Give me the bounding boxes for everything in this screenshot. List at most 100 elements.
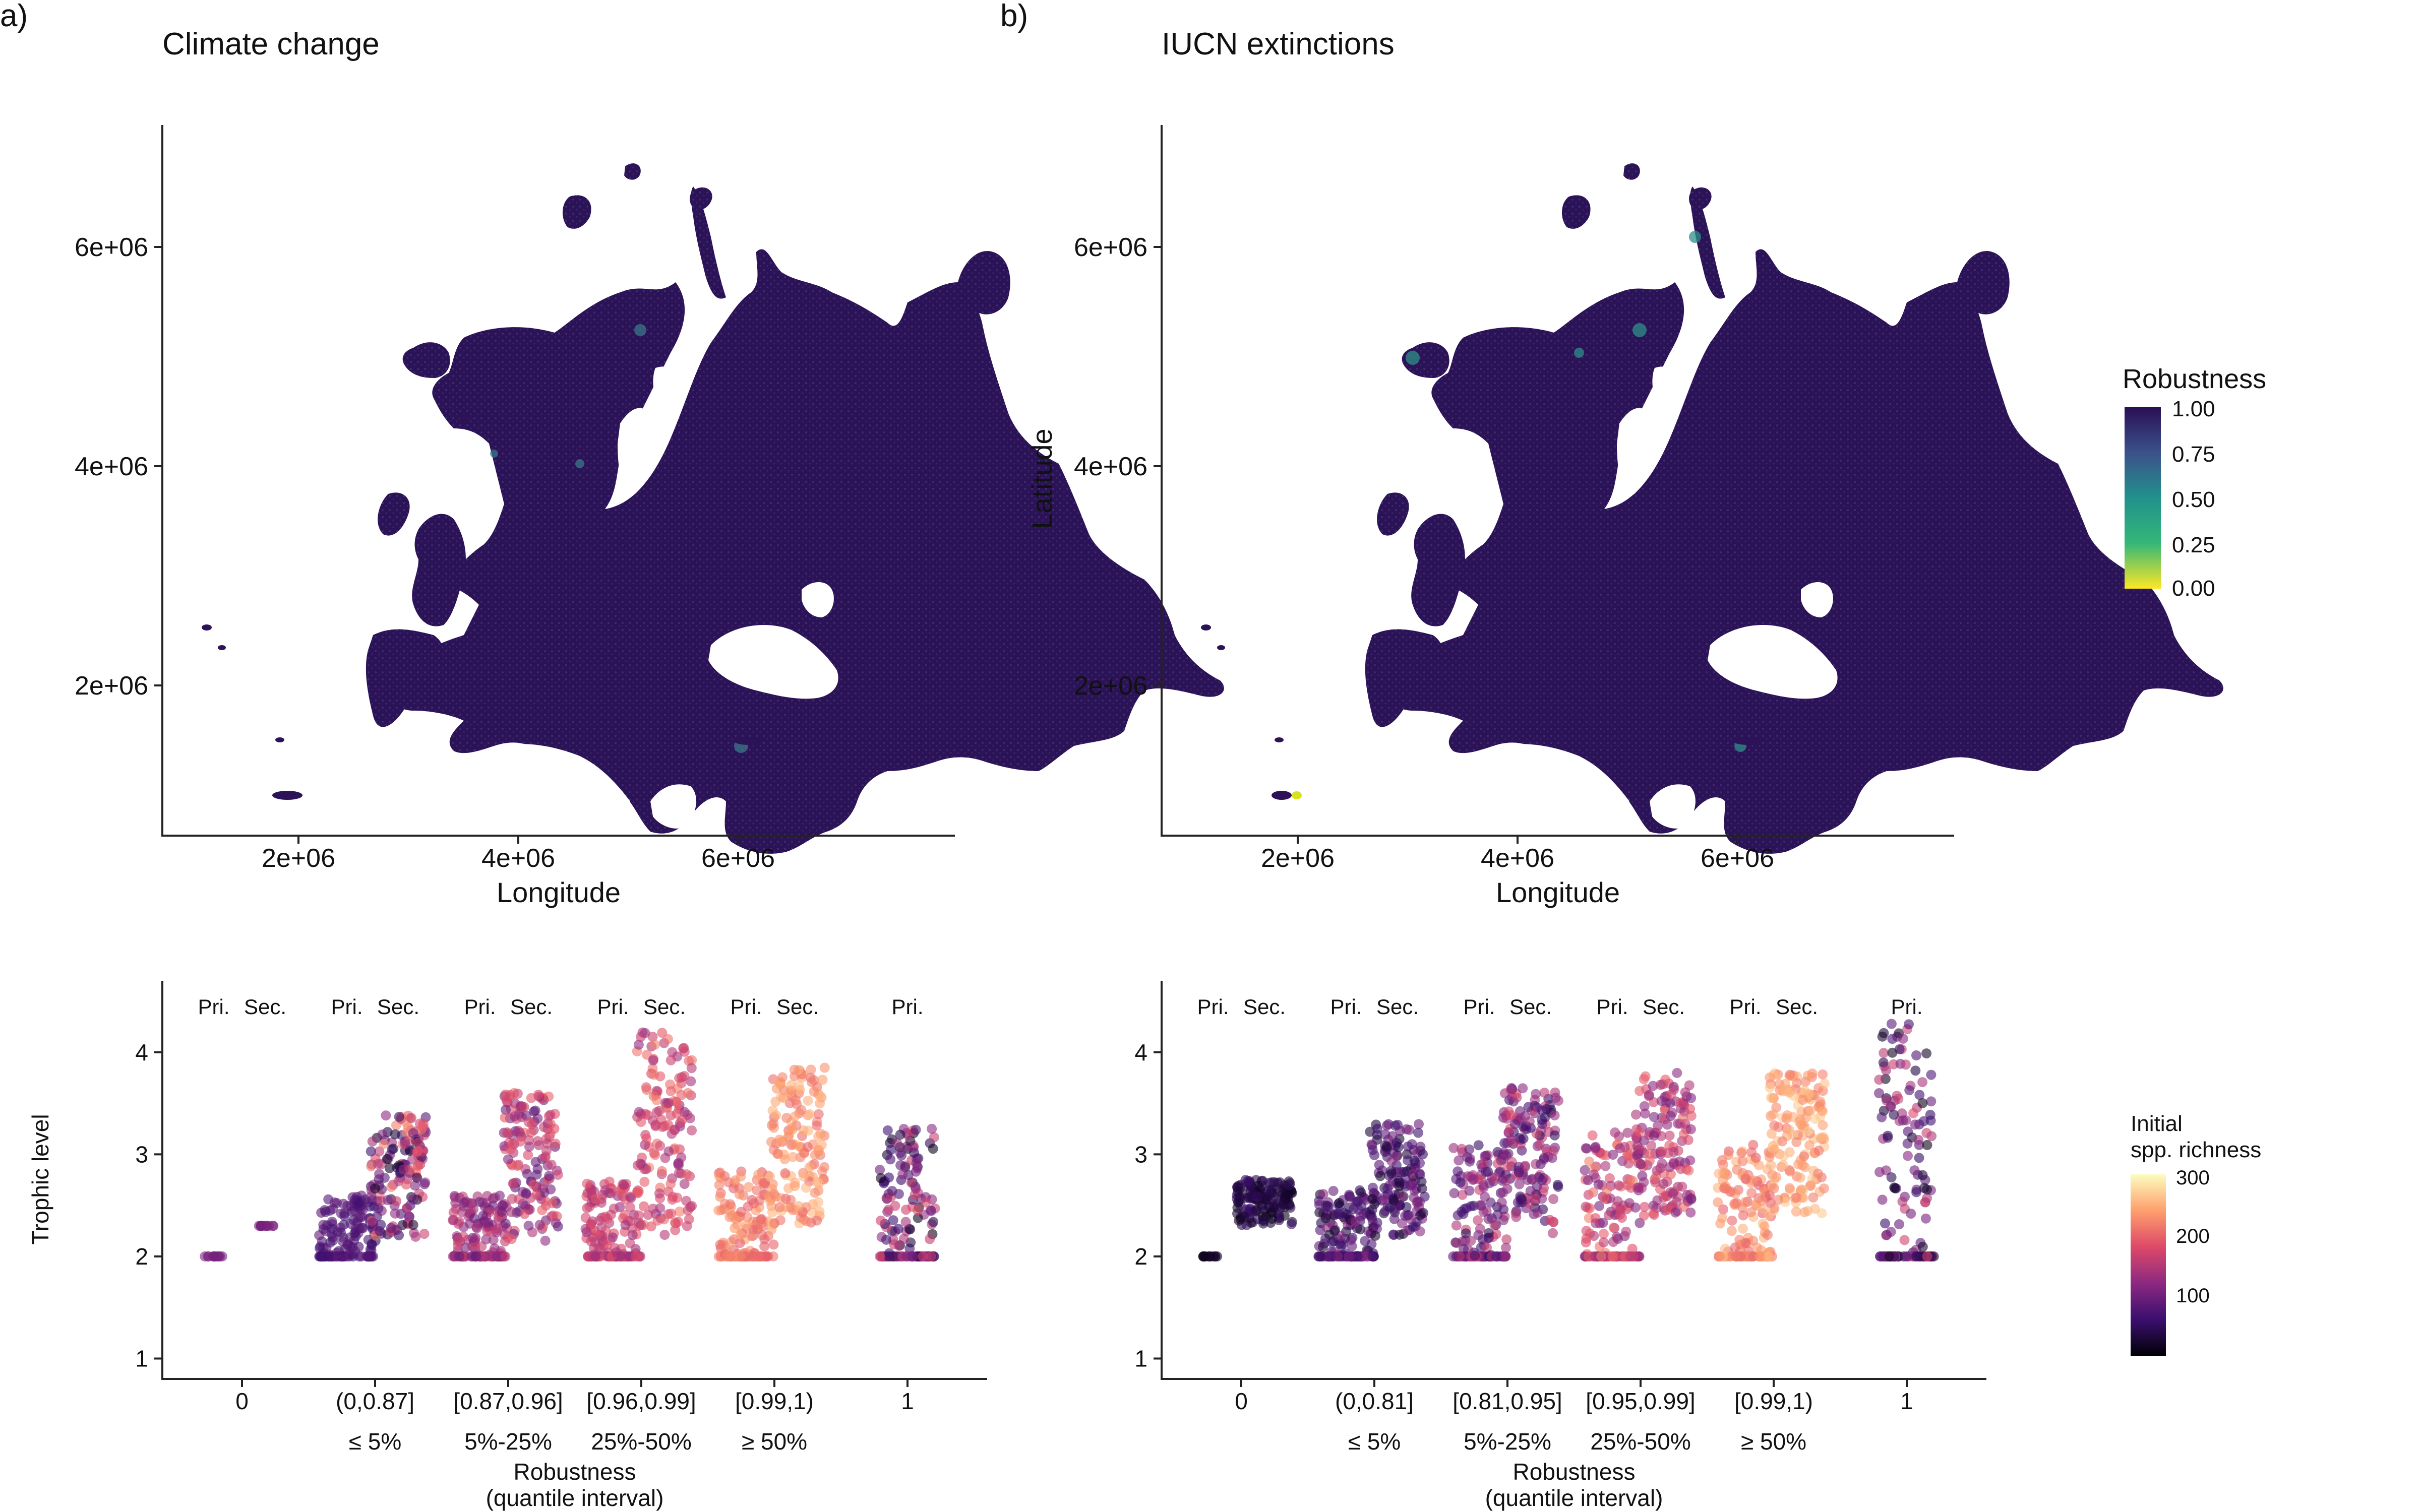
data-point [1797, 1095, 1808, 1105]
data-point [1900, 1059, 1911, 1070]
panel-b-map-y-tick-labels: 6e+06 4e+06 2e+06 [1074, 233, 1147, 701]
data-point [810, 1187, 820, 1198]
data-point [926, 1251, 936, 1262]
data-point [364, 1251, 375, 1262]
data-point [408, 1228, 419, 1238]
data-point [1386, 1166, 1397, 1176]
data-point [678, 1043, 689, 1054]
data-point [752, 1216, 762, 1227]
data-point [1922, 1140, 1932, 1150]
data-point [883, 1205, 894, 1215]
data-point [1509, 1119, 1520, 1129]
data-point [1284, 1180, 1295, 1190]
data-point [780, 1193, 791, 1204]
data-point [925, 1205, 936, 1216]
data-point [1537, 1175, 1547, 1185]
data-point [1881, 1065, 1892, 1076]
data-point [892, 1138, 902, 1149]
y-tick-label: 4 [135, 1039, 148, 1065]
panel-a-strip-x-label-line2: (quantile interval) [486, 1485, 664, 1511]
data-point [641, 1133, 652, 1144]
data-point [815, 1098, 825, 1109]
panel-b-strip-y-ticks: 1 2 3 4 [1134, 1039, 1162, 1371]
data-point [730, 1223, 740, 1233]
group-label-primary: Pri. [1597, 995, 1628, 1019]
data-point [1338, 1239, 1348, 1249]
data-point [1397, 1192, 1407, 1203]
panel-a-map-x-tick-labels: 2e+06 4e+06 6e+06 [262, 844, 775, 873]
data-point [884, 1248, 894, 1258]
data-point [1501, 1242, 1511, 1253]
data-point [786, 1080, 797, 1090]
data-point [1665, 1098, 1675, 1108]
data-point [1773, 1194, 1784, 1205]
data-point [1887, 1047, 1898, 1058]
data-point [1475, 1224, 1485, 1234]
data-point [715, 1239, 725, 1250]
data-point [752, 1185, 762, 1195]
data-point [666, 1179, 676, 1189]
data-point [666, 1086, 676, 1096]
data-point [1537, 1105, 1548, 1116]
robustness-legend-title: Robustness [2123, 364, 2266, 394]
data-point [1914, 1090, 1925, 1100]
data-point [1522, 1175, 1533, 1185]
data-point [1769, 1183, 1779, 1193]
data-point [1778, 1151, 1789, 1161]
data-point [1639, 1210, 1649, 1221]
data-point [1889, 1182, 1900, 1193]
data-point [1799, 1151, 1809, 1162]
data-point [669, 1124, 680, 1135]
data-point [657, 1166, 667, 1176]
data-point [534, 1220, 545, 1230]
data-point [1662, 1119, 1673, 1130]
data-point [336, 1208, 346, 1219]
data-point [624, 1251, 634, 1262]
data-point [1328, 1186, 1339, 1196]
data-point [659, 1230, 670, 1240]
data-point [766, 1120, 777, 1130]
data-point [1759, 1221, 1770, 1232]
data-point [1686, 1193, 1697, 1204]
data-point [1257, 1180, 1267, 1191]
robustness-legend-tick: 0.50 [2172, 487, 2215, 512]
data-point [1630, 1202, 1641, 1213]
data-point [633, 1039, 644, 1050]
data-point [1656, 1131, 1667, 1141]
data-point [1461, 1203, 1472, 1214]
data-point [1678, 1202, 1689, 1212]
data-point [1248, 1188, 1259, 1199]
data-point [1607, 1251, 1618, 1262]
panel-a-map: a) Climate change [0, 0, 1224, 908]
data-point [734, 1189, 745, 1200]
data-point [491, 1225, 502, 1235]
data-point [1757, 1195, 1767, 1206]
x-tick-label: [0.95,0.99] [1586, 1388, 1695, 1414]
data-point [687, 1125, 697, 1136]
data-point [1911, 1050, 1921, 1060]
data-point [1320, 1213, 1331, 1223]
data-point [453, 1240, 463, 1251]
data-point [1765, 1083, 1775, 1093]
data-point [419, 1179, 430, 1189]
data-point [1730, 1200, 1740, 1210]
data-point [1903, 1151, 1913, 1161]
data-point [401, 1179, 411, 1190]
data-point [1414, 1119, 1424, 1129]
panel-a-map-x-label: Longitude [497, 876, 621, 908]
data-point [1589, 1231, 1599, 1241]
data-point [1914, 1153, 1924, 1163]
data-point [1581, 1202, 1591, 1212]
data-point [887, 1186, 897, 1196]
data-point [1640, 1108, 1650, 1119]
panel-b-strip-x-ticks: 0 (0,0.81] ≤ 5% [0.81,0.95] 5%-25% [0.95,0.99… [1235, 1379, 1913, 1455]
data-point [1517, 1194, 1527, 1205]
robustness-legend-tick: 0.25 [2172, 533, 2215, 557]
data-point [1648, 1081, 1658, 1091]
data-point [1799, 1207, 1810, 1218]
data-point [1389, 1214, 1400, 1224]
y-tick-label: 3 [135, 1141, 148, 1167]
data-point [679, 1107, 690, 1117]
data-point [1499, 1251, 1510, 1262]
data-point [1457, 1144, 1467, 1154]
